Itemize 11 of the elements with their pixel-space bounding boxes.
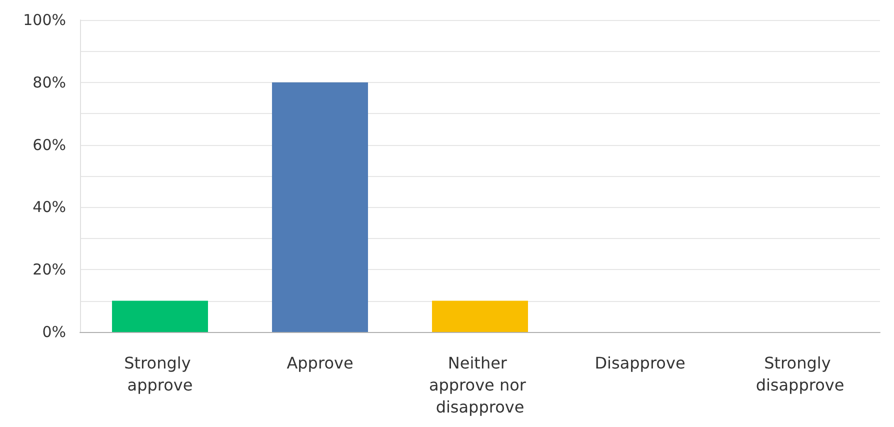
y-tick-label: 80% [32,73,66,92]
x-tick-label: Strongly disapprove [756,354,844,394]
y-tick-label: 60% [32,136,66,154]
y-tick-label: 100% [23,11,66,29]
y-tick-label: 40% [32,198,66,216]
x-tick-label: Disapprove [594,354,686,372]
x-tick-label: Approve [286,354,354,372]
x-tick-label: Neither approve nor disapprove [428,354,532,416]
x-tick-label: Strongly approve [124,354,196,394]
y-tick-label: 20% [32,260,66,279]
y-tick-label: 0% [42,323,66,341]
